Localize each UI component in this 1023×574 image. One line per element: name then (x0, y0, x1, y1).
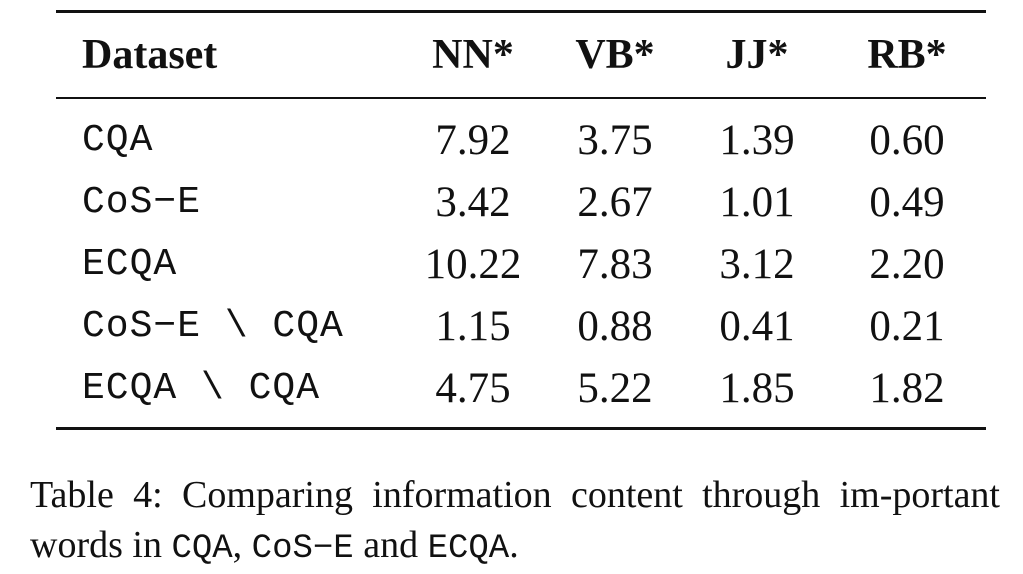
jj-cell: 0.41 (719, 302, 795, 350)
table-row: CQA 7.92 3.75 1.39 0.60 (56, 109, 986, 171)
vb-cell: 0.88 (577, 302, 653, 350)
caption-dataset-cose: CoS−E (251, 530, 354, 568)
vb-cell: 7.83 (577, 240, 653, 288)
nn-cell: 3.42 (435, 178, 511, 226)
dataset-cell: ECQA (82, 242, 178, 286)
header-jj: JJ* (725, 32, 789, 78)
rb-cell: 0.21 (869, 302, 945, 350)
rb-cell: 0.60 (869, 116, 945, 164)
rb-cell: 1.82 (869, 364, 945, 412)
caption-separator: and (353, 524, 428, 566)
table-row: ECQA \ CQA 4.75 5.22 1.85 1.82 (56, 357, 986, 419)
header-nn: NN* (432, 32, 514, 78)
rb-cell: 2.20 (869, 240, 945, 288)
dataset-cell: CQA (82, 118, 154, 162)
header-rb: RB* (867, 32, 947, 78)
nn-cell: 4.75 (435, 364, 511, 412)
table-header-rule (56, 97, 986, 99)
nn-cell: 10.22 (424, 240, 522, 288)
rb-cell: 0.49 (869, 178, 945, 226)
vb-cell: 5.22 (577, 364, 653, 412)
dataset-cell: ECQA \ CQA (82, 366, 321, 410)
jj-cell: 1.39 (719, 116, 795, 164)
table-row: CoS−E 3.42 2.67 1.01 0.49 (56, 171, 986, 233)
nn-cell: 1.15 (435, 302, 511, 350)
jj-cell: 3.12 (719, 240, 795, 288)
caption-end: . (509, 524, 519, 566)
vb-cell: 3.75 (577, 116, 653, 164)
caption-dataset-cqa: CQA (171, 530, 233, 568)
jj-cell: 1.01 (719, 178, 795, 226)
header-vb: VB* (575, 32, 655, 78)
dataset-cell: CoS−E (82, 180, 202, 224)
caption-text: Table 4: Comparing information content t… (30, 474, 1000, 566)
table-row: CoS−E \ CQA 1.15 0.88 0.41 0.21 (56, 295, 986, 357)
table-header-row: Dataset NN* VB* JJ* RB* (56, 13, 986, 97)
table-top-rule (56, 10, 986, 13)
table-caption: Table 4: Comparing information content t… (30, 470, 1000, 574)
results-table: Dataset NN* VB* JJ* RB* CQA 7.92 3.75 1.… (56, 10, 986, 430)
caption-separator: , (232, 524, 252, 566)
jj-cell: 1.85 (719, 364, 795, 412)
table-body: CQA 7.92 3.75 1.39 0.60 CoS−E 3.42 2.67 … (56, 99, 986, 427)
vb-cell: 2.67 (577, 178, 653, 226)
nn-cell: 7.92 (435, 116, 511, 164)
header-dataset: Dataset (82, 32, 218, 78)
table-row: ECQA 10.22 7.83 3.12 2.20 (56, 233, 986, 295)
caption-dataset-ecqa: ECQA (427, 530, 510, 568)
table-bottom-rule (56, 427, 986, 430)
dataset-cell: CoS−E \ CQA (82, 304, 344, 348)
